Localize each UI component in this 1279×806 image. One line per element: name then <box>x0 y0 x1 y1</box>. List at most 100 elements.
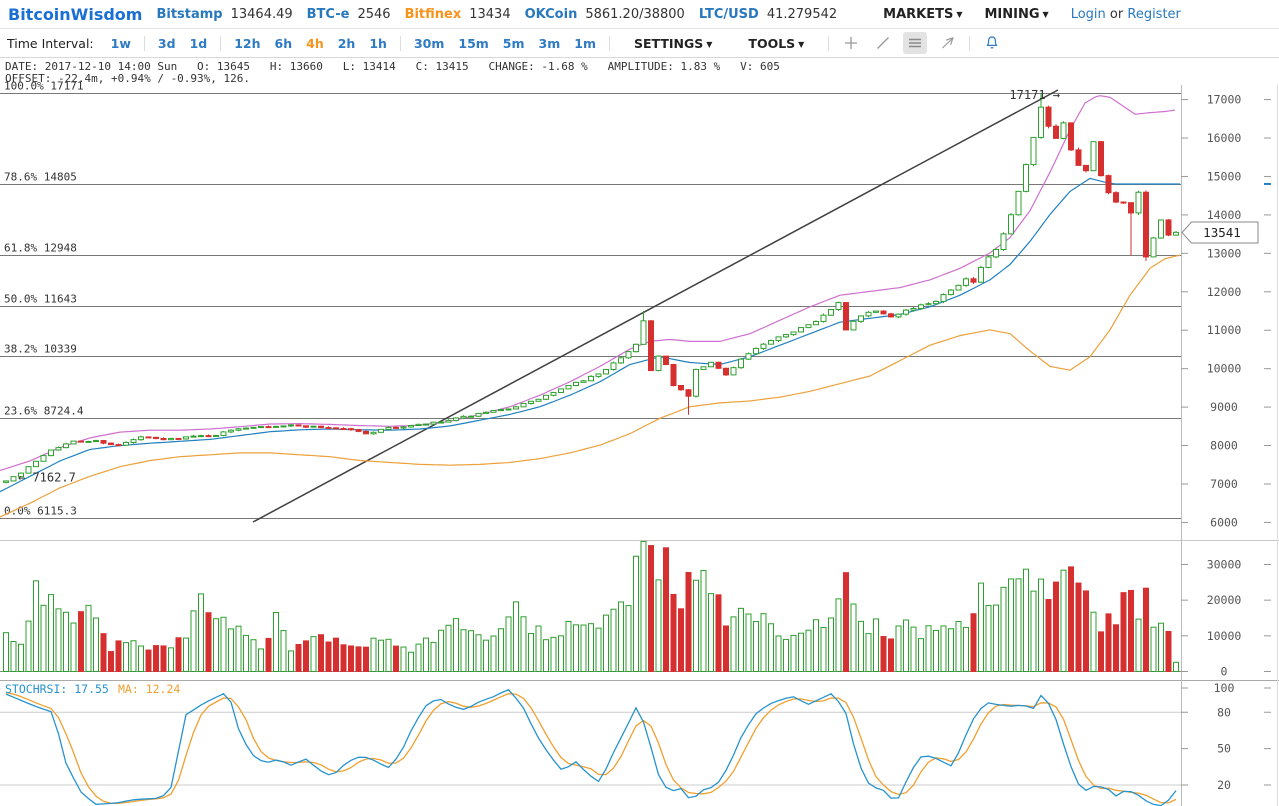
interval-12h[interactable]: 12h <box>234 35 261 51</box>
interval-6h[interactable]: 6h <box>274 35 293 51</box>
interval-30m[interactable]: 30m <box>413 35 445 51</box>
candle-body <box>1038 106 1044 138</box>
interval-1w[interactable]: 1w <box>110 35 131 51</box>
mining-menu[interactable]: MINING ▼ <box>984 6 1049 22</box>
quote-bitstamp[interactable]: Bitstamp 13464.49 <box>156 7 292 22</box>
axis-label: 20 <box>1217 778 1231 792</box>
candle-body <box>993 249 999 258</box>
settings-dropdown[interactable]: SETTINGS ▼ <box>634 35 713 51</box>
tools-dropdown[interactable]: TOOLS ▼ <box>748 35 805 51</box>
interval-1h[interactable]: 1h <box>369 35 387 51</box>
axis-label: 80 <box>1217 705 1231 719</box>
volume-bar <box>880 636 887 673</box>
quote-btc-e[interactable]: BTC-e 2546 <box>307 7 391 22</box>
candle-body <box>595 373 602 377</box>
candle-body <box>295 424 302 427</box>
interval-2h[interactable]: 2h <box>337 35 356 51</box>
volume-bar <box>1008 578 1014 672</box>
bitcoinwisdom-logo[interactable]: BitcoinWisdom <box>8 4 143 24</box>
quote-okcoin[interactable]: OKCoin 5861.20/38800 <box>525 7 685 22</box>
interval-3d[interactable]: 3d <box>157 35 176 51</box>
volume-bar <box>1135 618 1142 673</box>
volume-bar <box>63 611 69 673</box>
volume-bar <box>528 633 534 672</box>
horizontal-lines-icon[interactable] <box>903 32 928 54</box>
volume-bar <box>1113 624 1119 673</box>
candle-body <box>798 327 804 333</box>
candle-body <box>633 343 639 353</box>
candle-body <box>940 294 947 302</box>
volume-layer <box>3 540 1179 673</box>
volume-bar <box>108 651 114 673</box>
candle-body <box>48 449 54 457</box>
candle-body <box>228 429 234 433</box>
pitchfork-icon[interactable] <box>935 32 959 54</box>
volume-bar <box>625 605 632 672</box>
candle-body <box>1083 164 1089 172</box>
candle-body <box>775 336 782 342</box>
candle-body <box>708 361 714 368</box>
candle-body <box>63 443 69 449</box>
trendline-icon[interactable] <box>871 32 895 54</box>
toolbar-separator <box>828 35 830 51</box>
volume-bar <box>580 624 587 673</box>
volume-bar <box>700 570 707 673</box>
volume-bar <box>370 637 377 672</box>
candle-body <box>138 436 144 441</box>
quote-bitfinex[interactable]: Bitfinex 13434 <box>405 7 511 22</box>
candle-body <box>685 389 692 397</box>
volume-bar <box>48 594 54 673</box>
volume-bar <box>1083 590 1089 673</box>
candle-body <box>513 406 519 410</box>
crosshair-icon[interactable] <box>839 32 863 54</box>
axis-label: 7000 <box>1210 477 1238 491</box>
candle-body <box>318 425 324 429</box>
interval-group-separator <box>399 35 401 51</box>
stochrsi-layer <box>0 689 1181 806</box>
volume-bar <box>618 601 624 672</box>
alert-bell-icon[interactable] <box>980 32 1004 54</box>
candle-body <box>100 440 107 444</box>
interval-15m[interactable]: 15m <box>458 35 489 51</box>
markets-menu[interactable]: MARKETS ▼ <box>883 6 963 22</box>
volume-bar <box>663 547 669 673</box>
trendline-layer[interactable] <box>252 89 1059 523</box>
volume-bar <box>1120 592 1127 672</box>
volume-bar <box>190 610 197 672</box>
candle-body <box>85 440 92 443</box>
interval-5m[interactable]: 5m <box>502 35 525 51</box>
volume-bar <box>858 620 864 673</box>
candle-body <box>933 300 939 305</box>
interval-4h[interactable]: 4h <box>306 35 324 51</box>
candle-body <box>460 415 467 419</box>
volume-bar <box>903 619 909 672</box>
quote-ltc-usd[interactable]: LTC/USD 41.279542 <box>699 7 837 22</box>
volume-bar <box>925 625 932 672</box>
volume-bar <box>1045 599 1052 673</box>
exchange-name: Bitstamp <box>156 6 223 22</box>
volume-bar <box>138 645 144 673</box>
exchange-price: 5861.20/38800 <box>585 6 685 22</box>
interval-1m[interactable]: 1m <box>574 35 596 51</box>
volume-bar <box>340 644 347 673</box>
volume-bar <box>543 639 549 673</box>
candle-body <box>355 429 362 432</box>
candle-body <box>1135 191 1142 214</box>
axis-label: 16000 <box>1207 131 1242 145</box>
ma-magenta-line <box>0 95 1176 472</box>
candle-body <box>1015 190 1022 216</box>
candle-body <box>445 419 452 423</box>
login-link[interactable]: Login <box>1070 6 1106 22</box>
candle-body <box>415 423 422 427</box>
chevron-down-icon: ▼ <box>798 39 805 49</box>
candle-body <box>873 310 879 313</box>
interval-1d[interactable]: 1d <box>189 35 208 51</box>
fib-label: 50.0% 11643 <box>4 293 77 306</box>
candle-body <box>588 375 594 382</box>
volume-bar <box>355 646 362 672</box>
candle-body <box>903 309 909 315</box>
candle-body <box>348 428 354 431</box>
interval-3m[interactable]: 3m <box>538 35 561 51</box>
register-link[interactable]: Register <box>1127 6 1181 22</box>
